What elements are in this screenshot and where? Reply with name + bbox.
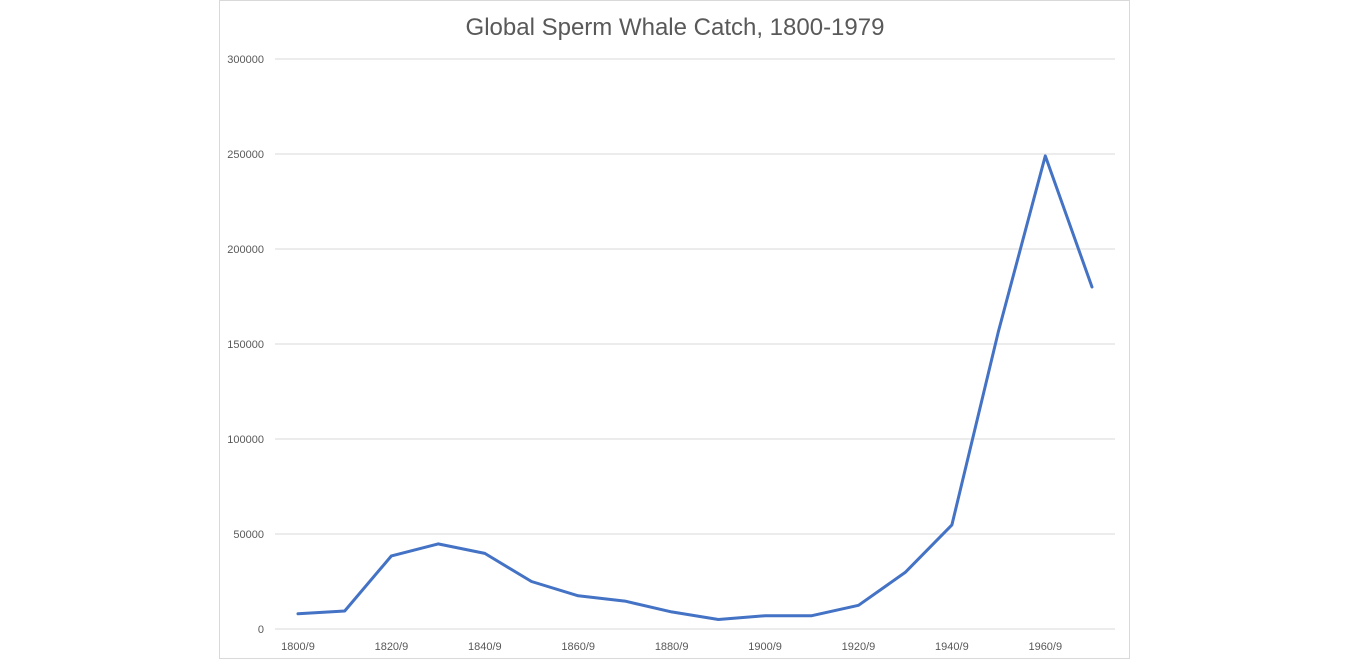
data-point <box>1044 154 1047 158</box>
y-tick-label: 200000 <box>227 244 264 256</box>
y-tick-label: 0 <box>258 624 264 636</box>
data-point <box>670 610 673 614</box>
y-tick-label: 50000 <box>233 529 264 541</box>
x-tick-label: 1960/9 <box>1028 641 1062 653</box>
series-layer <box>296 154 1094 621</box>
data-point <box>763 614 767 617</box>
data-point <box>577 594 580 597</box>
series-line <box>296 154 1094 621</box>
data-point <box>530 580 533 583</box>
x-tick-label: 1860/9 <box>561 641 595 653</box>
y-tick-label: 150000 <box>227 339 264 351</box>
x-tick-label: 1880/9 <box>655 641 689 653</box>
x-tick-label: 1940/9 <box>935 641 969 653</box>
data-point <box>810 614 813 617</box>
y-tick-label: 250000 <box>227 149 264 161</box>
x-tick-label: 1920/9 <box>842 641 876 653</box>
y-axis-tick-labels: 0 50000 100000 150000 200000 250000 300000 <box>227 54 264 636</box>
chart-frame: Global Sperm Whale Catch, 1800-1979 0 500… <box>219 0 1130 659</box>
data-point <box>717 618 720 621</box>
data-point <box>950 523 954 527</box>
x-tick-label: 1800/9 <box>281 641 315 653</box>
y-tick-label: 300000 <box>227 54 264 66</box>
data-point <box>997 329 1000 332</box>
x-tick-label: 1840/9 <box>468 641 502 653</box>
data-point <box>436 542 440 546</box>
x-axis-tick-labels: 1800/9 1820/9 1840/9 1860/9 1880/9 1900/9 1920… <box>281 641 1062 653</box>
chart-title: Global Sperm Whale Catch, 1800-1979 <box>466 14 885 41</box>
gridlines <box>275 58 1115 630</box>
data-point <box>623 599 627 603</box>
data-point <box>857 604 860 607</box>
y-tick-label: 100000 <box>227 434 264 446</box>
x-tick-label: 1820/9 <box>375 641 409 653</box>
data-point <box>1090 285 1094 289</box>
data-point <box>296 612 300 615</box>
data-point <box>343 609 346 613</box>
line-chart: Global Sperm Whale Catch, 1800-1979 0 500… <box>227 14 1115 653</box>
data-point <box>483 552 487 555</box>
data-point <box>903 571 907 574</box>
data-point <box>390 554 393 558</box>
x-tick-label: 1900/9 <box>748 641 782 653</box>
